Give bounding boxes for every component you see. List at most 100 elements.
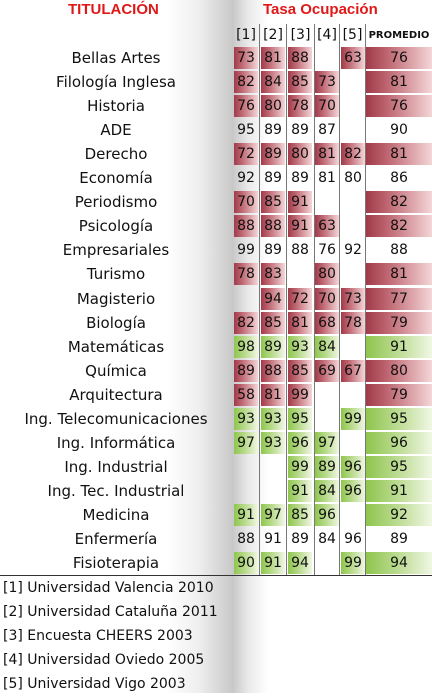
value-cell: 63 <box>341 47 365 69</box>
value-cell <box>341 336 365 358</box>
value-cell: 82 <box>341 143 365 165</box>
value-cell: 83 <box>261 263 285 285</box>
value-cell: 73 <box>234 47 258 69</box>
value-cell: 76 <box>318 242 336 258</box>
promedio-cell: 95 <box>366 408 432 430</box>
value-cell: 89 <box>291 122 309 138</box>
promedio-cell: 95 <box>366 456 432 478</box>
value-cell: 81 <box>261 47 285 69</box>
value-cell <box>341 504 365 526</box>
row-label: Matemáticas <box>67 338 165 356</box>
value-cell: 85 <box>288 504 312 526</box>
footnote-4: [4] Universidad Oviedo 2005 <box>3 652 205 668</box>
value-cell <box>315 384 339 406</box>
value-cell: 76 <box>234 95 258 117</box>
value-cell: 81 <box>315 143 339 165</box>
row-label: Química <box>85 362 147 380</box>
row-label: Fisioterapia <box>72 554 160 572</box>
value-cell: 68 <box>315 312 339 334</box>
promedio-cell: 86 <box>390 170 408 186</box>
value-cell: 63 <box>315 215 339 237</box>
value-cell: 81 <box>288 312 312 334</box>
footnote-2: [2] Universidad Cataluña 2011 <box>3 604 218 620</box>
promedio-cell: 81 <box>366 71 432 93</box>
value-cell: 89 <box>264 242 282 258</box>
value-cell <box>315 408 339 430</box>
value-cell: 81 <box>261 384 285 406</box>
titulacion-header: TITULACIÓN <box>68 1 159 18</box>
value-cell: 78 <box>341 312 365 334</box>
row-label: Bellas Artes <box>71 49 161 67</box>
value-cell: 82 <box>234 312 258 334</box>
value-cell <box>234 288 258 310</box>
value-cell: 73 <box>341 288 365 310</box>
value-cell: 85 <box>288 71 312 93</box>
value-cell: 91 <box>288 480 312 502</box>
row-label: Enfermería <box>74 530 158 548</box>
value-cell: 99 <box>288 456 312 478</box>
footnote-1: [1] Universidad Valencia 2010 <box>3 580 214 596</box>
value-cell: 70 <box>315 288 339 310</box>
promedio-cell: 94 <box>366 552 432 574</box>
value-cell: 80 <box>261 95 285 117</box>
value-cell: 97 <box>234 432 258 454</box>
value-cell <box>315 47 339 69</box>
column-divider <box>259 24 260 576</box>
value-cell: 73 <box>315 71 339 93</box>
promedio-cell: 92 <box>366 504 432 526</box>
value-cell: 95 <box>288 408 312 430</box>
value-cell: 89 <box>234 360 258 382</box>
footnote-5: [5] Universidad Vigo 2003 <box>3 676 186 692</box>
value-cell <box>341 71 365 93</box>
row-label: Filología Inglesa <box>56 73 176 91</box>
value-cell: 89 <box>291 170 309 186</box>
row-label: Medicina <box>82 506 150 524</box>
row-label: Derecho <box>84 145 148 163</box>
column-divider <box>286 24 287 576</box>
row-label: Ing. Industrial <box>64 458 168 476</box>
value-cell <box>341 215 365 237</box>
value-cell <box>234 480 258 502</box>
value-cell <box>341 191 365 213</box>
value-cell: 89 <box>315 456 339 478</box>
value-cell: 88 <box>261 360 285 382</box>
value-cell: 72 <box>288 288 312 310</box>
value-cell: 85 <box>261 191 285 213</box>
value-cell: 93 <box>288 336 312 358</box>
value-cell: 91 <box>288 191 312 213</box>
value-cell: 91 <box>264 531 282 547</box>
promedio-cell: 96 <box>366 432 432 454</box>
value-cell <box>261 480 285 502</box>
value-cell: 89 <box>264 170 282 186</box>
row-label: Empresariales <box>62 241 170 259</box>
promedio-cell: 91 <box>366 480 432 502</box>
value-cell: 92 <box>237 170 255 186</box>
value-cell: 80 <box>315 263 339 285</box>
row-label: Ing. Telecomunicaciones <box>24 410 208 428</box>
promedio-cell: 90 <box>390 122 408 138</box>
value-cell: 99 <box>341 408 365 430</box>
column-divider <box>314 24 315 576</box>
value-cell: 99 <box>288 384 312 406</box>
column-header-1: [1] <box>236 27 256 43</box>
row-label: Psicología <box>78 217 154 235</box>
value-cell: 82 <box>234 71 258 93</box>
value-cell: 96 <box>344 531 362 547</box>
row-label: Biología <box>86 314 146 332</box>
value-cell: 89 <box>261 143 285 165</box>
value-cell: 93 <box>261 432 285 454</box>
value-cell: 84 <box>318 531 336 547</box>
promedio-cell: 79 <box>366 384 432 406</box>
column-header-4: [4] <box>317 27 337 43</box>
value-cell <box>315 191 339 213</box>
value-cell <box>341 119 365 141</box>
value-cell: 91 <box>234 504 258 526</box>
value-cell: 72 <box>234 143 258 165</box>
footer-divider <box>0 575 432 576</box>
value-cell: 98 <box>234 336 258 358</box>
value-cell: 89 <box>264 122 282 138</box>
value-cell <box>341 384 365 406</box>
value-cell: 89 <box>261 336 285 358</box>
value-cell <box>288 263 312 285</box>
promedio-cell: 79 <box>366 312 432 334</box>
